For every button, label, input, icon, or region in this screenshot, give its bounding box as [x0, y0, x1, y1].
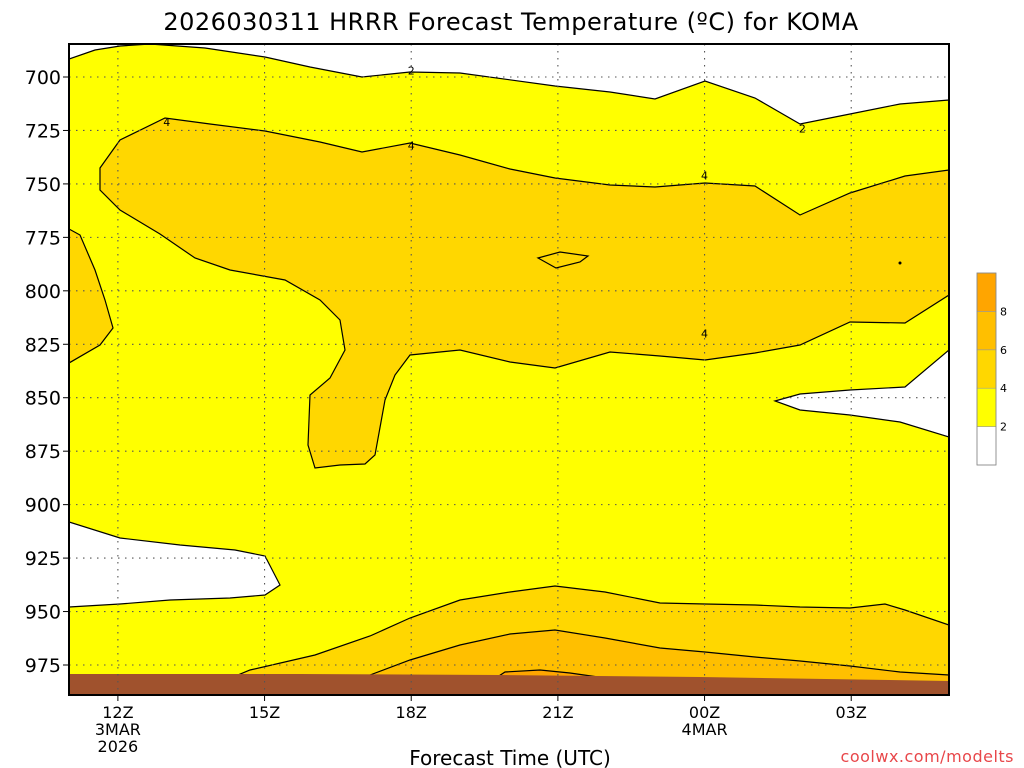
fill-below-2-right: [773, 349, 949, 438]
y-tick-label: 925: [25, 548, 61, 570]
colorbar-tick-label: 2: [1000, 421, 1007, 434]
x-tick-label: 12Z: [102, 703, 133, 722]
contour-labels: 2 2 4 4 4 4: [163, 65, 806, 341]
colorbar-swatch: [976, 349, 997, 389]
colorbar-swatch: [976, 387, 997, 427]
contour-label: 4: [163, 116, 170, 129]
contour-fills: [69, 44, 949, 695]
chart-title: 2026030311 HRRR Forecast Temperature (ºC…: [163, 8, 858, 36]
y-tick-label: 950: [25, 602, 61, 624]
x-axis-label: Forecast Time (UTC): [409, 746, 611, 768]
contour-label: 4: [701, 328, 708, 341]
x-tick-label: 15Z: [249, 703, 280, 722]
contour-label: 4: [408, 139, 415, 152]
ground-fill: [69, 674, 949, 695]
y-tick-label: 850: [25, 388, 61, 410]
plot-frame: [68, 43, 950, 696]
x-tick-label: 4MAR: [682, 720, 728, 739]
colorbar: 2 4 6 8: [976, 272, 1007, 466]
x-tick-label: 21Z: [542, 703, 573, 722]
x-tick-label: 3MAR: [95, 720, 141, 739]
y-tick-label: 775: [25, 227, 61, 249]
contour-label: 2: [408, 65, 415, 78]
colorbar-tick-label: 6: [1000, 344, 1007, 357]
colorbar-swatch: [976, 311, 997, 351]
fill-4-to-6-band: [99, 117, 949, 469]
station-dot: [898, 261, 902, 265]
colorbar-tick-label: 4: [1000, 382, 1007, 395]
fill-below-2-left: [69, 521, 281, 608]
contour-label: 4: [701, 169, 708, 182]
fill-below-2-top-right: [149, 44, 949, 125]
colorbar-tick-label: 8: [1000, 305, 1007, 318]
y-tick-label: 800: [25, 281, 61, 303]
contour-label: 2: [799, 122, 806, 135]
fill-4-to-6-left: [69, 228, 114, 364]
x-tick-label: 2026: [98, 737, 139, 756]
x-tick-label: 00Z: [689, 703, 720, 722]
fill-6-blob: [536, 251, 590, 269]
colorbar-swatch: [976, 426, 997, 466]
y-tick-label: 825: [25, 334, 61, 356]
x-tick-label: 18Z: [396, 703, 427, 722]
y-tick-label: 725: [25, 120, 61, 142]
x-tick-label: 03Z: [836, 703, 867, 722]
y-tick-label: 975: [25, 655, 61, 677]
credit-text: coolwx.com/modelts: [841, 747, 1014, 766]
colorbar-frame: [976, 272, 997, 466]
y-tick-label: 875: [25, 441, 61, 463]
y-axis: 700 725 750 775 800 825 850 875 900 925 950 975: [25, 67, 69, 677]
y-tick-label: 900: [25, 495, 61, 517]
y-tick-label: 700: [25, 67, 61, 89]
y-tick-label: 750: [25, 174, 61, 196]
colorbar-swatch: [976, 272, 997, 312]
